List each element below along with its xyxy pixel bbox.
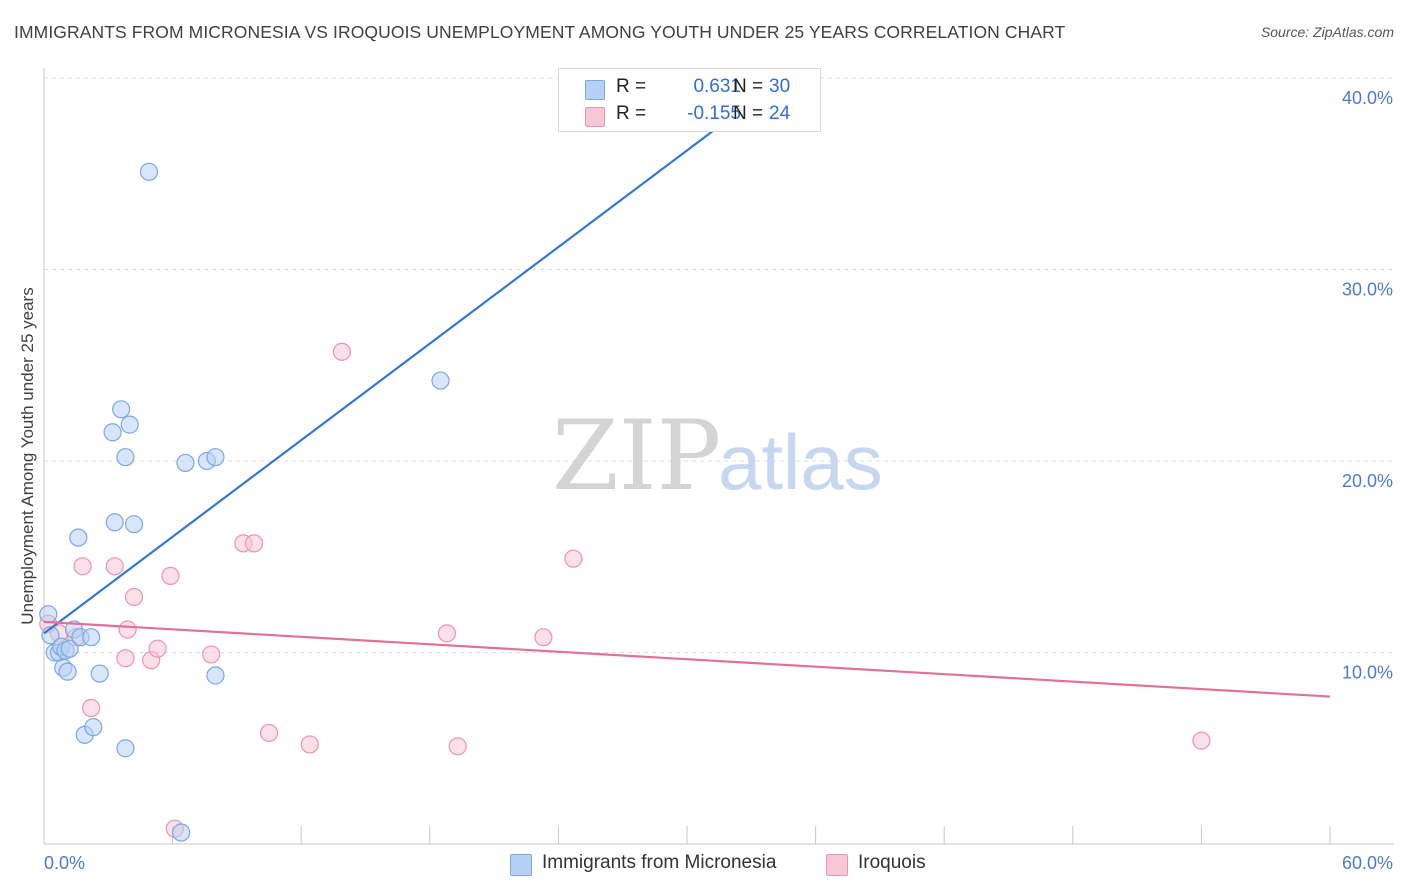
iroquois-point <box>564 549 583 568</box>
legend-r-label: R = <box>616 76 647 97</box>
micronesia-point <box>90 664 109 683</box>
legend-n-label: N = <box>733 103 764 124</box>
y-tick-label: 40.0% <box>1342 88 1393 108</box>
micronesia-point <box>82 628 101 647</box>
legend-r-value: -0.155 <box>687 103 741 124</box>
y-tick-label: 30.0% <box>1342 280 1393 300</box>
micronesia-point <box>84 718 103 737</box>
micronesia-point <box>120 415 139 434</box>
bottom-legend-swatch-iroquois <box>826 854 848 876</box>
iroquois-point <box>202 645 221 664</box>
micronesia-point <box>69 528 88 547</box>
x-tick-label: 60.0% <box>1342 853 1393 873</box>
iroquois-point <box>116 649 135 668</box>
micronesia-point <box>139 162 159 181</box>
micronesia-point <box>112 400 131 419</box>
iroquois-point <box>82 698 101 718</box>
legend-r-label: R = <box>616 103 647 124</box>
micronesia-point <box>105 513 124 532</box>
legend-swatch-micronesia <box>585 80 605 100</box>
micronesia-point <box>431 371 450 390</box>
micronesia-point <box>176 453 195 473</box>
bottom-legend-swatch-micronesia <box>510 854 532 876</box>
iroquois-point <box>437 624 457 643</box>
watermark-atlas: atlas <box>718 418 883 506</box>
correlation-legend: R = 0.631 N = 30 R = -0.155 N = 24 <box>558 68 821 132</box>
micronesia-point <box>206 448 225 467</box>
y-axis-label: Unemployment Among Youth under 25 years <box>18 287 37 624</box>
legend-n-value: 24 <box>769 103 791 124</box>
micronesia-trend-line <box>43 77 785 635</box>
iroquois-point <box>73 557 92 576</box>
axes <box>43 68 1394 845</box>
tick-labels: 10.0% 20.0% 30.0% 40.0% 0.0% 60.0% <box>44 88 1393 873</box>
iroquois-point <box>332 342 352 361</box>
bottom-legend-label-micronesia: Immigrants from Micronesia <box>542 852 777 873</box>
iroquois-point <box>244 534 264 553</box>
legend-r-value: 0.631 <box>693 76 741 97</box>
micronesia-point <box>206 666 225 685</box>
watermark-zip: ZIP <box>552 400 721 512</box>
micronesia-point <box>124 515 144 534</box>
micronesia-point <box>116 448 135 467</box>
gridlines <box>44 77 1394 653</box>
micronesia-point <box>60 639 79 658</box>
iroquois-point <box>448 737 467 756</box>
iroquois-point <box>148 639 167 658</box>
legend-swatch-iroquois <box>585 107 605 127</box>
iroquois-point <box>1192 731 1211 750</box>
bottom-legend-label-iroquois: Iroquois <box>858 852 926 873</box>
micronesia-point <box>103 423 122 442</box>
micronesia-points <box>39 162 450 842</box>
chart-title: IMMIGRANTS FROM MICRONESIA VS IROQUOIS U… <box>14 22 1066 42</box>
micronesia-point <box>172 823 191 842</box>
micronesia-point <box>116 739 135 758</box>
iroquois-point <box>161 566 180 586</box>
iroquois-point <box>118 620 137 639</box>
iroquois-trend-line <box>43 620 1331 698</box>
micronesia-point <box>39 605 58 624</box>
iroquois-point <box>259 723 279 743</box>
x-tick-label: 0.0% <box>44 853 85 873</box>
micronesia-point <box>58 662 77 681</box>
iroquois-point <box>300 735 319 754</box>
iroquois-point <box>534 628 553 647</box>
legend-n-value: 30 <box>769 76 791 97</box>
iroquois-point <box>105 557 124 576</box>
iroquois-point <box>124 587 144 607</box>
legend-n-label: N = <box>733 76 764 97</box>
source-label: Source: ZipAtlas.com <box>1260 24 1394 40</box>
y-tick-label: 20.0% <box>1342 471 1393 491</box>
y-tick-label: 10.0% <box>1342 663 1393 683</box>
trend-lines <box>43 77 1331 698</box>
